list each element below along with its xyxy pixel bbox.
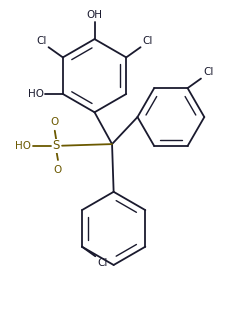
Text: Cl: Cl bbox=[203, 67, 213, 77]
Text: Cl: Cl bbox=[142, 36, 152, 46]
Text: Cl: Cl bbox=[36, 36, 46, 46]
Text: HO: HO bbox=[28, 89, 44, 99]
Text: OH: OH bbox=[87, 10, 102, 20]
Text: S: S bbox=[53, 139, 60, 152]
Text: HO: HO bbox=[15, 141, 31, 151]
Text: O: O bbox=[51, 116, 59, 127]
Text: O: O bbox=[54, 165, 62, 175]
Text: Cl: Cl bbox=[97, 258, 108, 268]
